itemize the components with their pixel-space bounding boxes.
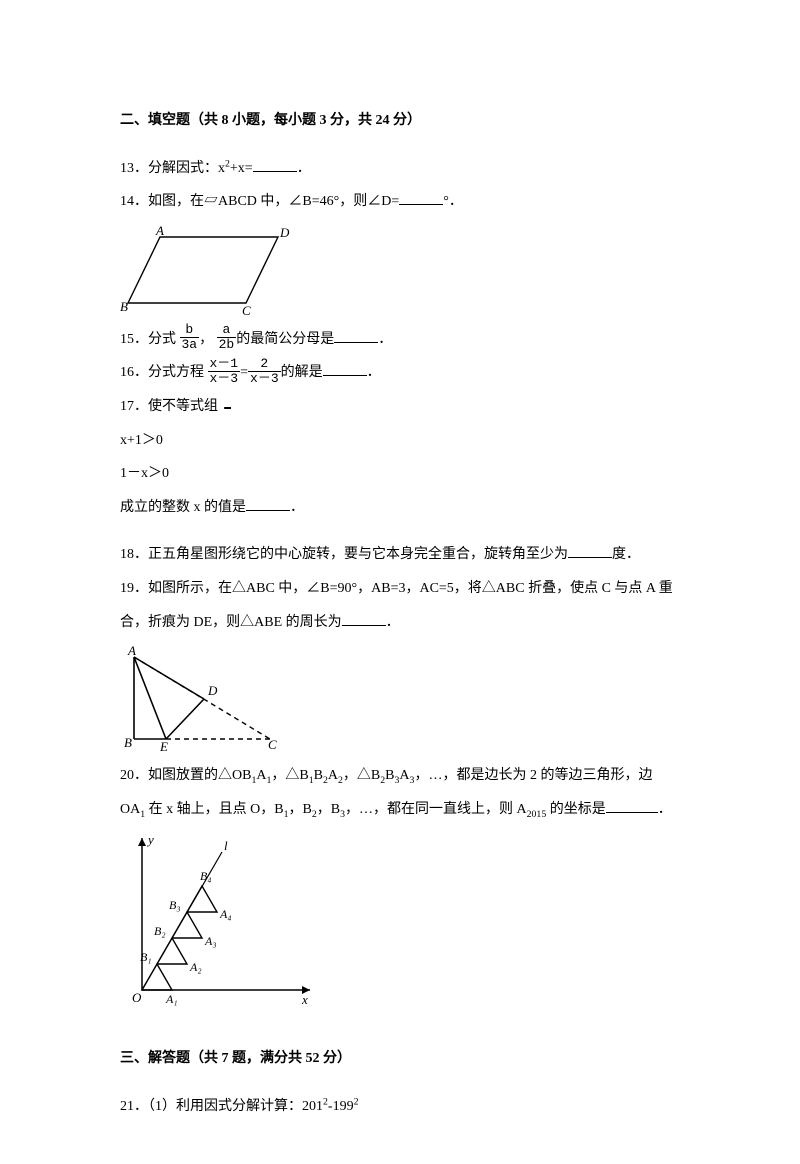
page: 二、填空题（共 8 小题，每小题 3 分，共 24 分） 13．分解因式：x 2 +… bbox=[0, 0, 800, 1164]
triangle-figure: A B C D E bbox=[120, 643, 680, 755]
q18-p2: 度． bbox=[612, 547, 640, 562]
q15-p1: 分式 bbox=[148, 332, 176, 347]
svg-text:A₁: A₁ bbox=[165, 992, 178, 1006]
axes-triangles-figure: O x y l A₁ A₂ A₃ A₄ B₁ B₂ B₃ B₄ bbox=[120, 830, 680, 1006]
svg-text:C: C bbox=[268, 737, 277, 752]
q16-frac2: 2x－3 bbox=[248, 357, 281, 385]
q17-p3: ． bbox=[290, 500, 304, 515]
svg-text:A: A bbox=[127, 643, 136, 658]
svg-text:B: B bbox=[120, 299, 128, 314]
q17-p2: 成立的整数 x 的值是 bbox=[120, 500, 246, 515]
q19-p2: 合，折痕为 DE，则△ABE 的周长为 bbox=[120, 615, 342, 630]
q18-num: 18． bbox=[120, 547, 148, 562]
q17-p1: 使不等式组 bbox=[148, 399, 218, 414]
q21-num: 21． bbox=[120, 1099, 148, 1114]
q18: 18．正五角星图形绕它的中心旋转，要与它本身完全重合，旋转角至少为 度． bbox=[120, 538, 680, 572]
q17-num: 17． bbox=[120, 399, 148, 414]
svg-text:y: y bbox=[146, 832, 154, 847]
q21-sup2: 2 bbox=[354, 1096, 359, 1107]
q15-blank bbox=[334, 328, 378, 343]
svg-text:A: A bbox=[155, 223, 164, 238]
q19-blank bbox=[342, 611, 386, 626]
q13-num: 13． bbox=[120, 161, 148, 176]
svg-text:A₃: A₃ bbox=[204, 934, 217, 948]
q14-p1: 如图，在▱ABCD 中，∠B=46°，则∠D= bbox=[148, 194, 399, 209]
q16-num: 16． bbox=[120, 365, 148, 380]
q16-frac1: x－1x－3 bbox=[208, 357, 241, 385]
parallelogram-figure: A D B C bbox=[120, 223, 680, 319]
q18-p1: 正五角星图形绕它的中心旋转，要与它本身完全重合，旋转角至少为 bbox=[148, 547, 568, 562]
svg-text:B₃: B₃ bbox=[169, 898, 181, 912]
q20-num: 20． bbox=[120, 768, 148, 783]
q16-p2: 的解是 bbox=[281, 365, 323, 380]
q16-eq: = bbox=[240, 365, 248, 380]
q20-blank bbox=[606, 798, 658, 813]
svg-text:D: D bbox=[207, 683, 218, 698]
q15: 15．分式 b3a， a2b的最简公分母是 ． bbox=[120, 323, 680, 357]
svg-text:E: E bbox=[159, 739, 168, 754]
svg-text:x: x bbox=[301, 992, 308, 1006]
q15-frac1: b3a bbox=[180, 323, 200, 351]
q14: 14．如图，在▱ABCD 中，∠B=46°，则∠D= °． bbox=[120, 185, 680, 219]
q18-blank bbox=[568, 543, 612, 558]
svg-text:A₂: A₂ bbox=[189, 960, 202, 974]
spacer bbox=[120, 1010, 680, 1028]
q19-line1: 19．如图所示，在△ABC 中，∠B=90°，AB=3，AC=5，将△ABC 折… bbox=[120, 572, 680, 606]
svg-text:A₄: A₄ bbox=[219, 907, 232, 921]
q21: 21．（1）利用因式分解计算：2012-1992 bbox=[120, 1090, 680, 1124]
svg-text:B₁: B₁ bbox=[140, 950, 152, 964]
q13-blank bbox=[253, 157, 297, 172]
section-2-title: 二、填空题（共 8 小题，每小题 3 分，共 24 分） bbox=[120, 104, 680, 138]
q15-p2: 的最简公分母是 bbox=[236, 332, 334, 347]
svg-text:D: D bbox=[279, 225, 290, 240]
q20-line2: OA1 在 x 轴上，且点 O，B1，B2，B3，…，都在同一直线上，则 A20… bbox=[120, 793, 680, 827]
svg-text:C: C bbox=[242, 303, 251, 318]
q15-comma: ， bbox=[199, 332, 213, 347]
q15-frac2: a2b bbox=[217, 323, 237, 351]
q15-p3: ． bbox=[378, 332, 392, 347]
q13-p3: ． bbox=[297, 161, 311, 176]
svg-text:O: O bbox=[132, 990, 142, 1005]
q19-line2: 合，折痕为 DE，则△ABE 的周长为 ． bbox=[120, 606, 680, 640]
svg-text:B: B bbox=[124, 735, 132, 750]
q14-blank bbox=[399, 190, 443, 205]
q19-num: 19． bbox=[120, 581, 148, 596]
svg-text:B₂: B₂ bbox=[154, 924, 166, 938]
q13-p1: 分解因式：x bbox=[148, 161, 225, 176]
q15-num: 15． bbox=[120, 332, 148, 347]
q19-p1: 如图所示，在△ABC 中，∠B=90°，AB=3，AC=5，将△ABC 折叠，使… bbox=[148, 581, 673, 596]
q17-blank bbox=[246, 496, 290, 511]
q17: 17．使不等式组 bbox=[120, 390, 680, 424]
q21-p2: -199 bbox=[328, 1099, 354, 1114]
section-3-title: 三、解答题（共 7 题，满分共 52 分） bbox=[120, 1042, 680, 1076]
q16: 16．分式方程 x－1x－3=2x－3的解是 ． bbox=[120, 356, 680, 390]
q16-p3: ． bbox=[367, 365, 381, 380]
q19-p3: ． bbox=[386, 615, 400, 630]
svg-text:l: l bbox=[224, 838, 228, 853]
q21-p1: （1）利用因式分解计算：201 bbox=[148, 1099, 323, 1114]
q16-blank bbox=[323, 361, 367, 376]
q14-num: 14． bbox=[120, 194, 148, 209]
q13: 13．分解因式：x2+x=． bbox=[120, 152, 680, 186]
q14-p2: °． bbox=[443, 194, 463, 209]
q16-p1: 分式方程 bbox=[148, 365, 204, 380]
svg-text:B₄: B₄ bbox=[200, 869, 212, 883]
q13-p2: +x= bbox=[230, 161, 253, 176]
q20-line1: 20．如图放置的△OB1A1，△B1B2A2，△B2B3A3，…，都是边长为 2… bbox=[120, 759, 680, 793]
